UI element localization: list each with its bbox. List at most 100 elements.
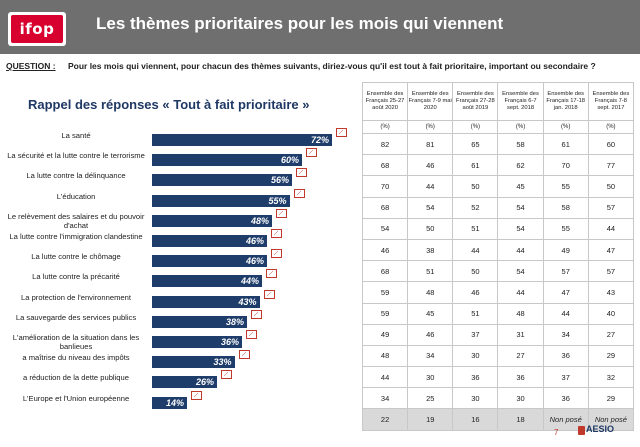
table-cell: 47 xyxy=(587,238,635,262)
unit-cell: (%) xyxy=(361,120,409,134)
bar-value-label: 60% xyxy=(280,155,299,166)
trend-mini-chart-icon xyxy=(271,249,282,259)
bar-value-label: 44% xyxy=(240,276,259,287)
table-cell: 34 xyxy=(542,323,589,346)
table-row: 68 46 61 62 70 77 xyxy=(361,154,635,177)
trend-mini-chart-icon xyxy=(246,330,257,339)
table-cell: 47 xyxy=(542,281,589,304)
trend-mini-chart-icon xyxy=(271,229,282,238)
table-cell: 48 xyxy=(497,302,544,325)
table-row: 82 81 65 58 61 60 xyxy=(361,132,635,156)
unit-cell: (%) xyxy=(542,120,589,134)
category-label: La santé xyxy=(61,131,91,140)
table-row: 68 54 52 54 58 57 xyxy=(361,196,635,219)
table-row: 34 25 30 30 36 29 xyxy=(361,387,635,410)
trend-mini-chart-icon xyxy=(306,148,317,158)
bar xyxy=(152,396,187,409)
aesio-mark-icon xyxy=(578,426,585,435)
category-label: a réduction de la dette publique xyxy=(23,373,129,383)
question-block: QUESTION : Pour les mois qui viennent, p… xyxy=(6,61,636,71)
table-cell: 57 xyxy=(542,260,589,283)
bar-value-label: 55% xyxy=(268,195,287,206)
category-label: La protection de l'environnement xyxy=(21,292,131,302)
bar-value-label: 46% xyxy=(245,256,264,267)
table-cell: 45 xyxy=(497,175,544,198)
table-cell: 50 xyxy=(452,260,499,283)
table-row: 70 44 50 45 55 50 xyxy=(361,175,635,198)
bar-value-label: 46% xyxy=(245,236,264,246)
aesio-logo: AESIO xyxy=(586,424,615,434)
bar xyxy=(152,194,290,207)
table-cell: 18 xyxy=(497,408,544,431)
table-cell: 36 xyxy=(542,344,589,368)
unit-cell: (%) xyxy=(587,120,635,134)
bar-value-label: 36% xyxy=(220,337,239,347)
page-title: Les thèmes prioritaires pour les mois qu… xyxy=(96,14,504,33)
table-cell: Non posé xyxy=(587,408,635,431)
table-cell: 61 xyxy=(542,132,589,156)
table-cell: 25 xyxy=(407,387,454,410)
category-label: La lutte contre le chômage xyxy=(31,252,121,262)
trend-mini-chart-icon xyxy=(221,370,232,380)
table-column-header: Ensemble des Français 7-9 mai 2020 xyxy=(407,82,454,121)
table-cell: 46 xyxy=(407,323,454,346)
table-cell: 70 xyxy=(361,175,409,198)
table-cell: 61 xyxy=(452,154,499,177)
chart-subtitle: Rappel des réponses « Tout à fait priori… xyxy=(28,97,310,112)
category-label: La sauvegarde des services publics xyxy=(15,312,137,322)
category-label: La lutte contre la délinquance xyxy=(26,171,126,181)
category-label: L'Europe et l'Union européenne xyxy=(22,393,130,403)
trend-mini-chart-icon xyxy=(238,350,250,360)
table-cell: 82 xyxy=(361,132,409,156)
trend-mini-chart-icon xyxy=(336,128,347,137)
table-cell: 36 xyxy=(497,366,544,389)
table-cell: 44 xyxy=(587,217,635,240)
table-cell: 81 xyxy=(407,132,454,156)
bar xyxy=(152,154,302,167)
table-cell: 58 xyxy=(542,196,589,219)
bar-value-label: 43% xyxy=(238,296,257,307)
table-cell: 59 xyxy=(361,302,409,325)
table-cell: 44 xyxy=(497,238,544,262)
table-cell: 38 xyxy=(407,238,454,262)
logo-text: ifop xyxy=(11,15,63,43)
bar xyxy=(152,214,272,227)
table-column-header: Ensemble des Français 7-8 sept. 2017 xyxy=(587,82,635,121)
question-text: Pour les mois qui viennent, pour chacun … xyxy=(67,61,596,71)
table-cell: 54 xyxy=(497,196,544,219)
table-row: 46 38 44 44 49 47 xyxy=(361,238,635,262)
table-cell: 51 xyxy=(452,302,499,325)
table-cell: 27 xyxy=(497,344,544,368)
unit-cell: (%) xyxy=(407,120,454,134)
table-cell: 29 xyxy=(587,344,635,368)
trend-mini-chart-icon xyxy=(251,309,262,319)
trend-mini-chart-icon xyxy=(293,188,305,198)
category-label: L'éducation xyxy=(56,191,96,201)
table-cell: 68 xyxy=(361,154,409,177)
category-label: La lutte contre la précarité xyxy=(32,272,120,282)
page-number: 7 xyxy=(554,428,559,437)
bar xyxy=(152,275,262,288)
bar-value-label: 26% xyxy=(195,377,214,388)
category-label: La lutte contre l'immigration clandestin… xyxy=(9,232,143,241)
table-column-header: Ensemble des Français 25-27 août 2020 xyxy=(361,82,409,121)
bar-value-label: 72% xyxy=(310,135,329,145)
header-bar: ifop Les thèmes prioritaires pour les mo… xyxy=(0,0,640,54)
table-cell: 54 xyxy=(497,217,544,240)
table-cell: 55 xyxy=(542,175,589,198)
table-cell: 32 xyxy=(587,366,635,389)
bar xyxy=(152,255,267,268)
table-cell: 29 xyxy=(587,387,635,410)
table-cell: 50 xyxy=(452,175,499,198)
table-cell: 34 xyxy=(361,387,409,410)
table-cell: 30 xyxy=(497,387,544,410)
table-cell: 34 xyxy=(407,344,454,368)
table-cell: 37 xyxy=(452,323,499,346)
table-cell: 22 xyxy=(361,408,409,431)
table-cell: 44 xyxy=(407,175,454,198)
table-column-header: Ensemble des Français 17-18 jan. 2018 xyxy=(542,82,589,121)
bar xyxy=(152,295,260,308)
table-row: 22 19 16 18 Non posé Non posé xyxy=(361,408,635,431)
table-cell: 58 xyxy=(497,132,544,156)
table-cell: 68 xyxy=(361,196,409,219)
